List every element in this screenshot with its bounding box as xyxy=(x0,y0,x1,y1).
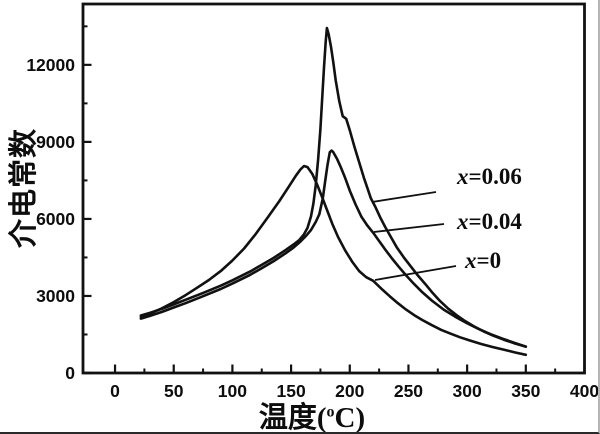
y-tick-label: 3000 xyxy=(36,286,75,306)
annotation-leader-line xyxy=(373,223,445,233)
degree-superscript: o xyxy=(326,403,335,421)
x-tick-label: 0 xyxy=(110,381,120,401)
x-tick-labels: 0 50 100 150 200 250 300 350 400 xyxy=(110,381,599,401)
series-line-x0 xyxy=(139,164,528,357)
x-tick-label: 50 xyxy=(164,381,184,401)
y-tick-label: 0 xyxy=(65,363,75,383)
x-tick-label: 400 xyxy=(570,381,599,401)
series-lines xyxy=(139,26,528,357)
annotation-leader-line xyxy=(374,265,457,281)
y-axis-title: 介电常数 xyxy=(8,128,40,249)
annotation-lines xyxy=(371,191,457,281)
y-tick-label: 6000 xyxy=(36,209,75,229)
x-tick-label: 350 xyxy=(511,381,540,401)
y-tick-label: 12000 xyxy=(26,55,75,75)
x-tick-label: 300 xyxy=(453,381,482,401)
x-tick-label: 250 xyxy=(394,381,423,401)
x-axis-title-text: 温度( xyxy=(258,402,327,434)
x-axis-title: 温度(oC) xyxy=(202,394,422,432)
y-tick-label: 9000 xyxy=(36,132,75,152)
series-line-x004 xyxy=(139,149,528,348)
x-axis-ticks xyxy=(113,364,586,373)
annotation-label: x=0.04 xyxy=(457,209,522,234)
annotation-label: x=0.06 xyxy=(457,164,522,189)
annotation-label: x=0 xyxy=(465,248,502,273)
series-line-x006 xyxy=(139,26,528,348)
x-tick-label: 200 xyxy=(335,381,364,401)
plot-frame xyxy=(81,2,586,375)
y-tick-labels: 0 3000 6000 9000 12000 xyxy=(26,55,75,383)
x-tick-label: 100 xyxy=(218,381,247,401)
y-axis-ticks xyxy=(83,25,92,375)
x-axis-title-unit: C) xyxy=(334,402,366,434)
annotation-leader-line xyxy=(371,191,437,203)
x-tick-label: 150 xyxy=(276,381,305,401)
